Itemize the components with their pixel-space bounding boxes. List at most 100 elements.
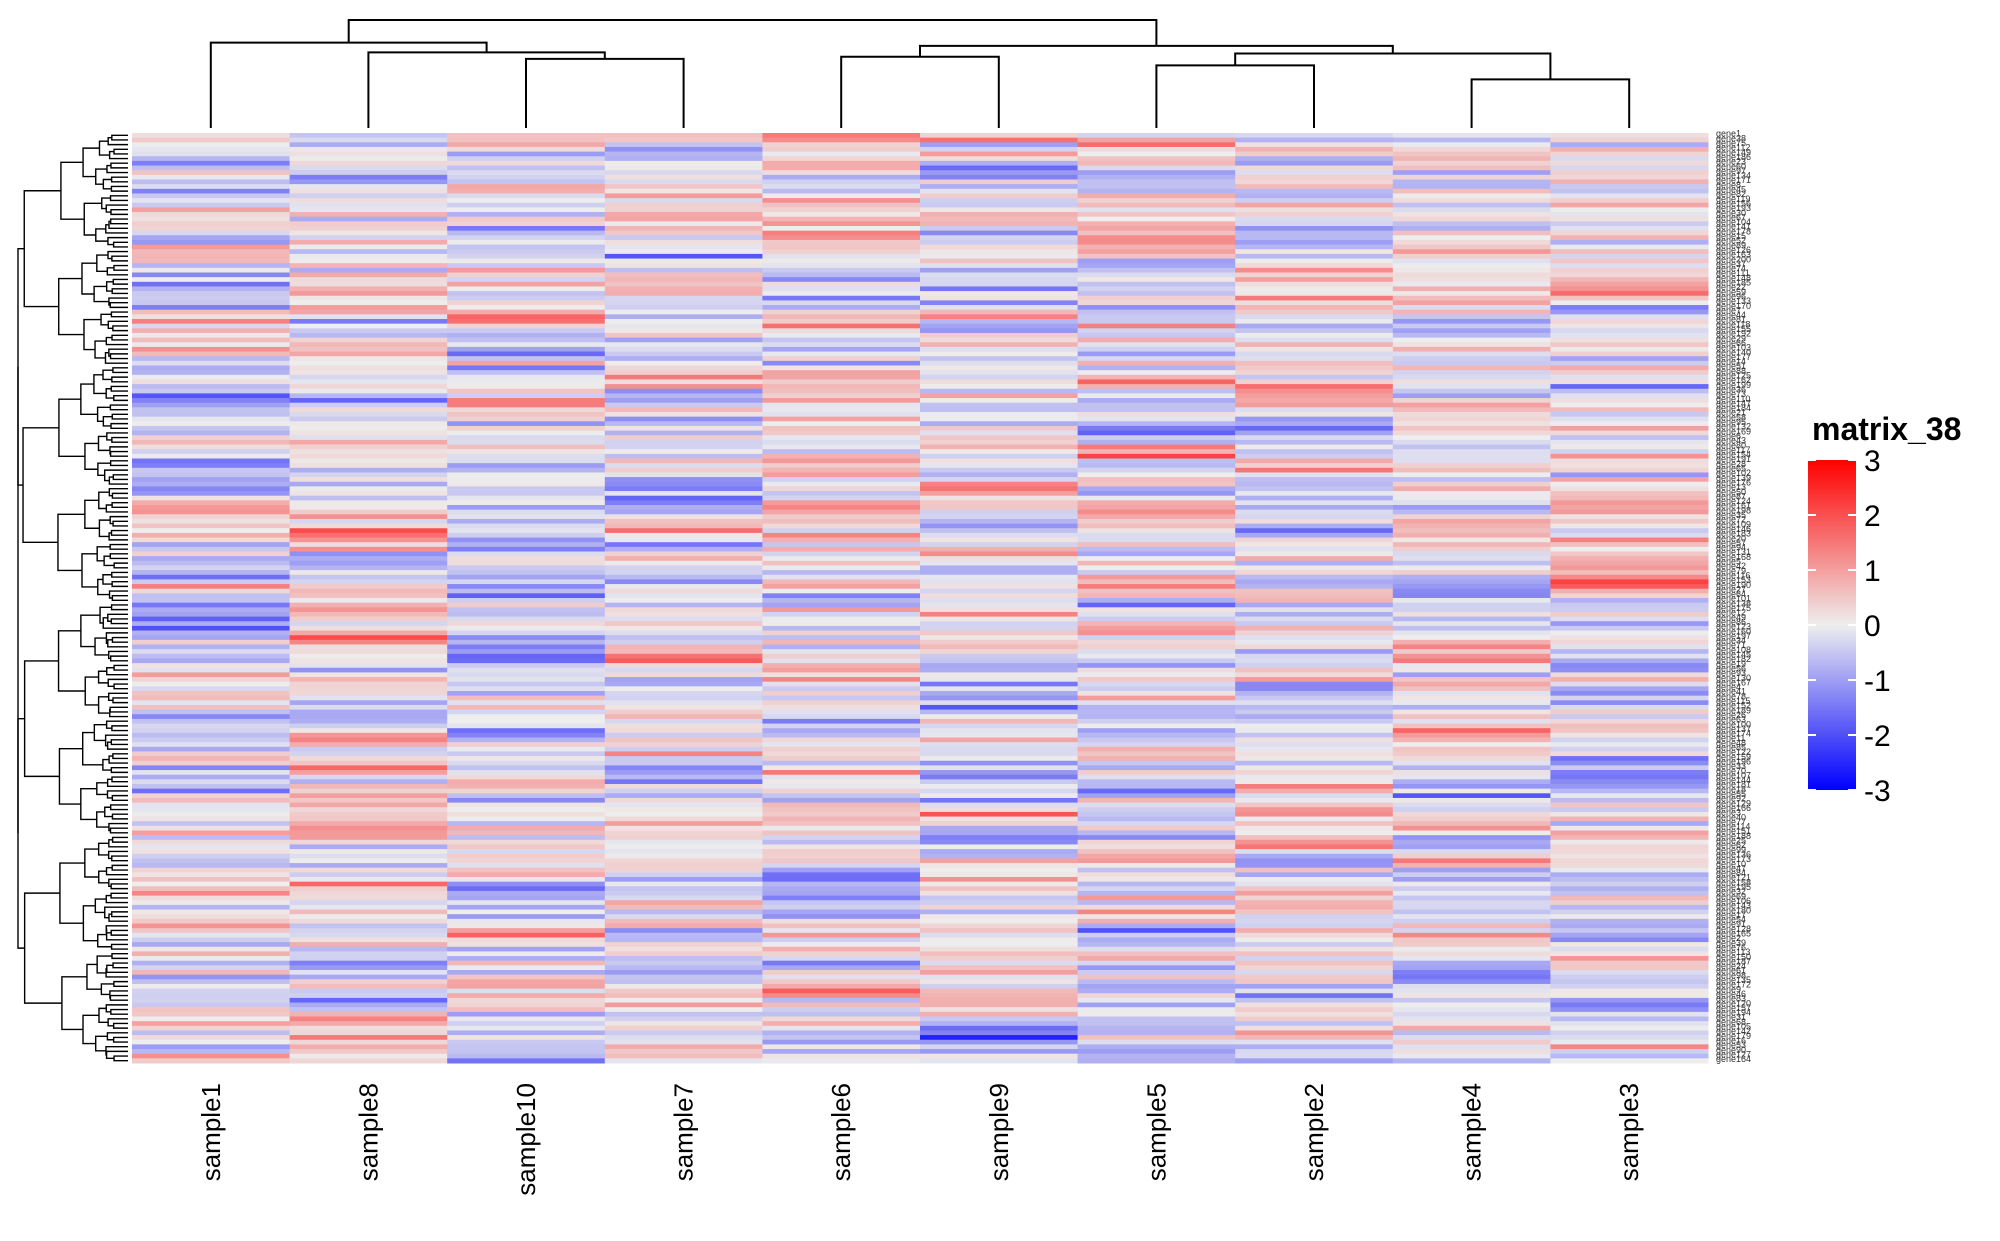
heatmap-cell — [1550, 407, 1709, 413]
heatmap-cell — [604, 514, 763, 520]
heatmap-cell — [920, 230, 1079, 236]
heatmap-cell — [289, 509, 448, 515]
heatmap-cell — [289, 909, 448, 915]
heatmap-cell — [920, 202, 1079, 208]
gene-label: gene72 — [1716, 515, 1746, 525]
heatmap-cell — [1550, 988, 1709, 994]
heatmap-cell — [1392, 1039, 1551, 1045]
heatmap-cell — [920, 523, 1079, 529]
heatmap-cell — [1550, 528, 1709, 534]
heatmap-cell — [1392, 918, 1551, 924]
heatmap-cell — [1235, 811, 1394, 818]
heatmap-cell — [762, 988, 921, 994]
heatmap-cell — [132, 728, 291, 734]
heatmap-cell — [920, 565, 1079, 571]
heatmap-cell — [1077, 704, 1236, 711]
heatmap-cell — [447, 463, 606, 469]
heatmap-cell — [447, 993, 606, 999]
heatmap-cell — [447, 551, 606, 557]
heatmap-cell — [289, 226, 448, 232]
gene-label: gene146 — [1716, 524, 1751, 534]
heatmap-cell — [1077, 700, 1236, 706]
heatmap-cell — [1077, 309, 1236, 315]
row-dendrogram-branch — [59, 862, 85, 924]
heatmap-cell — [447, 193, 606, 199]
heatmap-cell — [447, 328, 606, 334]
heatmap-cell — [1392, 825, 1551, 831]
heatmap-cell — [1392, 1035, 1551, 1041]
heatmap-cell — [1550, 983, 1709, 990]
gene-label: gene46 — [1716, 989, 1746, 999]
row-dendrogram-branch — [109, 195, 128, 202]
heatmap-cell — [1392, 849, 1551, 855]
heatmap-cell — [1077, 784, 1236, 790]
gene-label: gene21 — [1716, 408, 1746, 418]
heatmap-cell — [132, 374, 291, 380]
heatmap-cell — [1550, 849, 1709, 855]
heatmap-cell — [1550, 346, 1709, 353]
heatmap-cell — [1077, 267, 1236, 273]
heatmap-cell — [447, 988, 606, 994]
heatmap-cell — [447, 849, 606, 855]
heatmap-cell — [1235, 291, 1394, 297]
heatmap-cell — [289, 598, 448, 604]
heatmap-cell — [604, 570, 763, 576]
heatmap-cell — [920, 839, 1079, 845]
heatmap-cell — [1077, 407, 1236, 413]
gene-label: gene162 — [1716, 375, 1751, 385]
heatmap-cell — [447, 453, 606, 459]
heatmap-cell — [289, 570, 448, 576]
heatmap-cell — [1392, 997, 1551, 1004]
heatmap-cell — [447, 226, 606, 232]
heatmap-cell — [762, 895, 921, 901]
heatmap-cell — [1550, 384, 1709, 390]
heatmap-cell — [1550, 184, 1709, 190]
row-dendrogram-branch — [97, 842, 109, 856]
heatmap-cell — [132, 346, 291, 353]
heatmap-cell — [1077, 518, 1236, 525]
heatmap-cell — [289, 1044, 448, 1050]
heatmap-cell — [1550, 193, 1709, 199]
heatmap-cell — [1235, 202, 1394, 208]
heatmap-cell — [132, 1011, 291, 1017]
heatmap-cell — [1550, 863, 1709, 869]
row-dendrogram-branch — [105, 925, 128, 934]
heatmap-cell — [447, 579, 606, 585]
heatmap-cell — [132, 532, 291, 539]
heatmap-cell — [762, 951, 921, 957]
heatmap-cell — [1235, 546, 1394, 552]
heatmap-cell — [447, 388, 606, 394]
heatmap-cell — [604, 142, 763, 148]
heatmap-cell — [920, 1053, 1079, 1059]
heatmap-cell — [132, 542, 291, 548]
heatmap-cell — [1077, 179, 1236, 185]
heatmap-cell — [604, 663, 763, 669]
heatmap-cell — [1550, 323, 1709, 329]
heatmap-cell — [289, 877, 448, 883]
heatmap-cell — [762, 277, 921, 283]
row-dendrogram-branch — [61, 976, 87, 1031]
heatmap-cell — [132, 388, 291, 394]
heatmap-cell — [762, 281, 921, 287]
heatmap-cell — [132, 291, 291, 297]
heatmap-cell — [1235, 974, 1394, 980]
heatmap-cell — [920, 142, 1079, 148]
heatmap-cell — [1077, 388, 1236, 394]
legend-tick-label: 3 — [1864, 445, 1881, 478]
heatmap-cell — [762, 365, 921, 371]
heatmap-cell — [762, 467, 921, 473]
heatmap-cell — [604, 639, 763, 645]
gene-label: gene95 — [1716, 417, 1746, 427]
heatmap-cell — [1392, 570, 1551, 576]
heatmap-cell — [920, 691, 1079, 697]
heatmap-cell — [1550, 672, 1709, 678]
heatmap-cell — [920, 253, 1079, 260]
heatmap-cell — [1235, 416, 1394, 422]
heatmap-cell — [1235, 360, 1394, 366]
heatmap-cell — [1077, 481, 1236, 487]
heatmap-cell — [289, 997, 448, 1004]
heatmap-cell — [604, 179, 763, 185]
heatmap-cell — [1077, 151, 1236, 157]
gene-label: gene131 — [1716, 547, 1751, 557]
heatmap-cell — [762, 272, 921, 278]
